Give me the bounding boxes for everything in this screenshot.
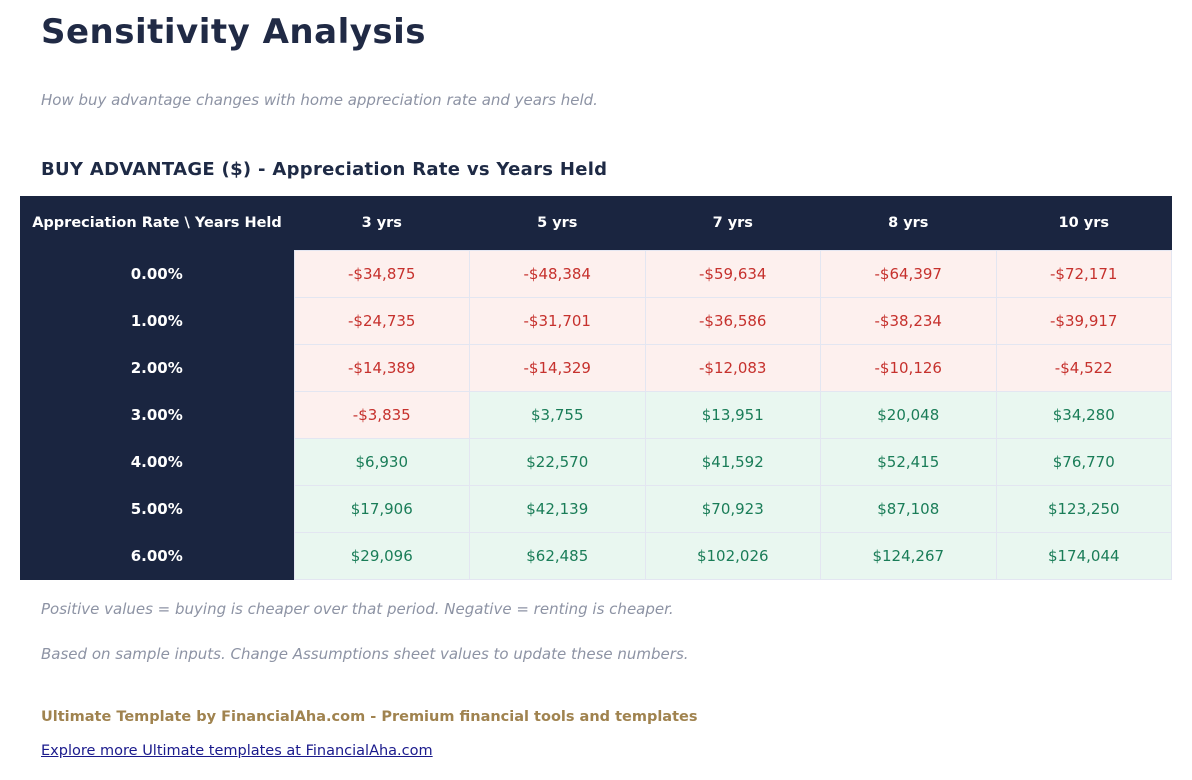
- value-cell: $52,415: [820, 438, 997, 486]
- value-cell: -$34,875: [293, 250, 470, 298]
- table-row: 3.00% -$3,835 $3,755 $13,951 $20,048 $34,280: [20, 391, 1172, 439]
- value-cell: $29,096: [293, 532, 470, 580]
- value-cell: $62,485: [469, 532, 646, 580]
- value-cell: $70,923: [644, 485, 821, 533]
- explore-templates-link[interactable]: Explore more Ultimate templates at Finan…: [41, 743, 433, 759]
- value-cell: $17,906: [293, 485, 470, 533]
- value-cell: -$24,735: [293, 297, 470, 345]
- value-cell: $102,026: [644, 532, 821, 580]
- value-cell: $124,267: [820, 532, 997, 580]
- table-row: 0.00% -$34,875 -$48,384 -$59,634 -$64,397 -$7…: [20, 250, 1172, 298]
- column-header: 7 yrs: [645, 196, 821, 251]
- brand-line: Ultimate Template by FinancialAha.com - …: [41, 709, 698, 725]
- value-cell: $41,592: [644, 438, 821, 486]
- value-cell: -$4,522: [995, 344, 1172, 392]
- value-cell: -$31,701: [469, 297, 646, 345]
- section-heading: BUY ADVANTAGE ($) - Appreciation Rate vs…: [41, 159, 608, 180]
- column-header: 10 yrs: [996, 196, 1172, 251]
- value-cell: -$36,586: [644, 297, 821, 345]
- table-row: 1.00% -$24,735 -$31,701 -$36,586 -$38,234 -$3…: [20, 297, 1172, 345]
- row-label: 0.00%: [20, 250, 294, 298]
- column-header: 5 yrs: [469, 196, 645, 251]
- note-interpretation: Positive values = buying is cheaper over…: [41, 600, 674, 618]
- table-header-row: Appreciation Rate \ Years Held 3 yrs 5 yr…: [20, 196, 1172, 251]
- row-label: 2.00%: [20, 344, 294, 392]
- value-cell: $174,044: [995, 532, 1172, 580]
- value-cell: $6,930: [293, 438, 470, 486]
- value-cell: -$38,234: [820, 297, 997, 345]
- value-cell: -$48,384: [469, 250, 646, 298]
- table-row: 4.00% $6,930 $22,570 $41,592 $52,415 $76,770: [20, 438, 1172, 486]
- value-cell: $13,951: [644, 391, 821, 439]
- column-header: 3 yrs: [294, 196, 470, 251]
- table-row: 6.00% $29,096 $62,485 $102,026 $124,267 $174,…: [20, 532, 1172, 580]
- value-cell: -$59,634: [644, 250, 821, 298]
- table-corner-header: Appreciation Rate \ Years Held: [20, 196, 294, 251]
- value-cell: -$10,126: [820, 344, 997, 392]
- value-cell: $76,770: [995, 438, 1172, 486]
- row-label: 4.00%: [20, 438, 294, 486]
- sensitivity-table: Appreciation Rate \ Years Held 3 yrs 5 yr…: [20, 196, 1172, 580]
- value-cell: $123,250: [995, 485, 1172, 533]
- value-cell: $22,570: [469, 438, 646, 486]
- row-label: 6.00%: [20, 532, 294, 580]
- table-row: 5.00% $17,906 $42,139 $70,923 $87,108 $123,25…: [20, 485, 1172, 533]
- value-cell: $34,280: [995, 391, 1172, 439]
- page-subtitle: How buy advantage changes with home appr…: [41, 91, 598, 109]
- row-label: 5.00%: [20, 485, 294, 533]
- value-cell: -$12,083: [644, 344, 821, 392]
- row-label: 3.00%: [20, 391, 294, 439]
- row-label: 1.00%: [20, 297, 294, 345]
- value-cell: -$14,389: [293, 344, 470, 392]
- value-cell: -$3,835: [293, 391, 470, 439]
- column-header: 8 yrs: [820, 196, 996, 251]
- value-cell: -$64,397: [820, 250, 997, 298]
- value-cell: -$72,171: [995, 250, 1172, 298]
- value-cell: -$14,329: [469, 344, 646, 392]
- value-cell: $42,139: [469, 485, 646, 533]
- value-cell: -$39,917: [995, 297, 1172, 345]
- sensitivity-table-container: Appreciation Rate \ Years Held 3 yrs 5 yr…: [20, 196, 1172, 580]
- value-cell: $20,048: [820, 391, 997, 439]
- note-sample-inputs: Based on sample inputs. Change Assumptio…: [41, 645, 689, 663]
- value-cell: $87,108: [820, 485, 997, 533]
- page-title: Sensitivity Analysis: [41, 12, 427, 52]
- value-cell: $3,755: [469, 391, 646, 439]
- table-row: 2.00% -$14,389 -$14,329 -$12,083 -$10,126 -$4…: [20, 344, 1172, 392]
